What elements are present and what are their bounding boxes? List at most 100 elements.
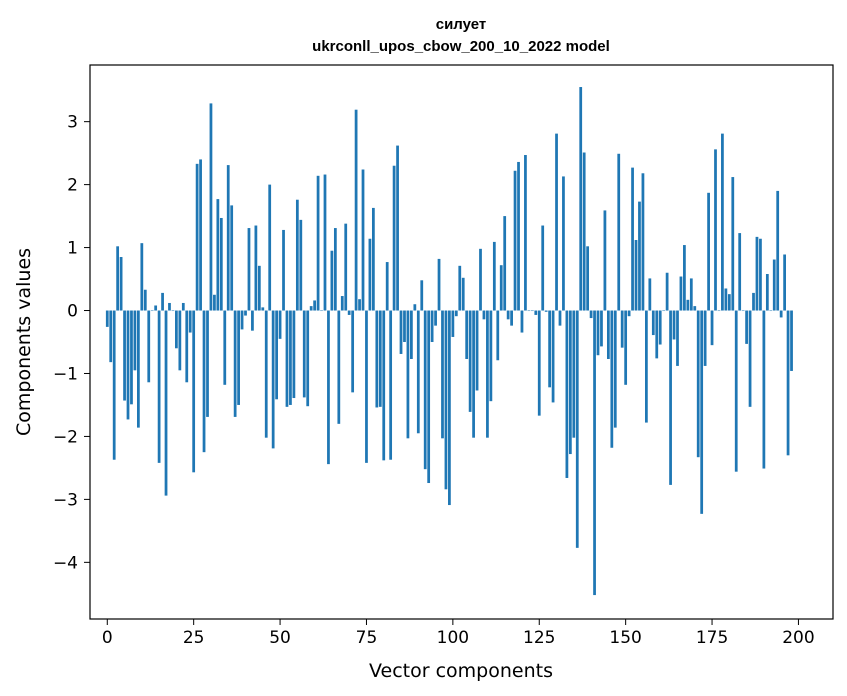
plot-frame bbox=[89, 64, 834, 620]
bar-64 bbox=[327, 310, 330, 465]
bar-21 bbox=[178, 310, 182, 371]
bar-187 bbox=[752, 292, 755, 311]
bar-63 bbox=[323, 174, 327, 311]
bar-175 bbox=[710, 310, 714, 346]
bar-50 bbox=[278, 310, 282, 339]
bar-151 bbox=[627, 310, 631, 317]
bar-149 bbox=[620, 310, 624, 348]
x-tick-label: 125 bbox=[523, 628, 555, 648]
bar-105 bbox=[468, 310, 472, 412]
bar-84 bbox=[396, 145, 399, 311]
bar-26 bbox=[195, 163, 199, 311]
bar-83 bbox=[392, 165, 396, 311]
bar-14 bbox=[154, 305, 158, 311]
y-tick-label: 0 bbox=[67, 302, 78, 322]
x-tick-label: 50 bbox=[269, 628, 291, 648]
bar-69 bbox=[344, 223, 348, 311]
bar-109 bbox=[482, 310, 486, 320]
bar-37 bbox=[233, 310, 237, 417]
bar-38 bbox=[237, 310, 240, 405]
bar-132 bbox=[562, 176, 565, 311]
y-tick-label: −2 bbox=[53, 427, 78, 447]
bar-30 bbox=[209, 103, 213, 311]
bar-35 bbox=[226, 165, 230, 311]
bar-39 bbox=[240, 310, 244, 330]
bar-145 bbox=[606, 310, 610, 359]
bar-52 bbox=[285, 310, 289, 407]
bar-46 bbox=[264, 310, 268, 438]
bar-128 bbox=[548, 310, 551, 388]
bar-56 bbox=[299, 219, 303, 311]
x-tick-label: 150 bbox=[609, 628, 641, 648]
bar-155 bbox=[641, 173, 645, 311]
bar-168 bbox=[686, 299, 690, 311]
bar-85 bbox=[399, 310, 403, 354]
bar-119 bbox=[517, 161, 520, 311]
bar-143 bbox=[600, 310, 603, 347]
bar-161 bbox=[662, 310, 666, 312]
bar-70 bbox=[347, 310, 351, 315]
bar-51 bbox=[282, 229, 285, 311]
bar-122 bbox=[527, 310, 531, 312]
bar-178 bbox=[721, 133, 724, 311]
bar-160 bbox=[658, 310, 662, 345]
bar-23 bbox=[185, 310, 189, 383]
bar-137 bbox=[579, 87, 583, 311]
bar-98 bbox=[444, 310, 448, 490]
bar-127 bbox=[544, 310, 548, 312]
bar-54 bbox=[292, 310, 296, 399]
bar-114 bbox=[499, 265, 503, 311]
bar-59 bbox=[309, 306, 313, 311]
bar-144 bbox=[603, 210, 607, 311]
bar-177 bbox=[717, 310, 721, 312]
bar-141 bbox=[593, 310, 596, 596]
bar-125 bbox=[537, 310, 541, 416]
bar-19 bbox=[171, 310, 175, 312]
bar-107 bbox=[475, 310, 479, 391]
y-tick-label: 1 bbox=[67, 239, 78, 259]
bar-106 bbox=[472, 310, 475, 438]
bar-49 bbox=[275, 310, 278, 400]
bar-173 bbox=[703, 310, 707, 366]
bar-121 bbox=[524, 155, 527, 311]
bar-18 bbox=[168, 302, 171, 311]
bar-75 bbox=[365, 310, 368, 463]
bar-1 bbox=[109, 310, 113, 363]
bar-81 bbox=[385, 262, 389, 311]
bar-196 bbox=[783, 254, 786, 311]
bar-180 bbox=[727, 294, 731, 311]
bar-24 bbox=[188, 310, 192, 333]
bar-15 bbox=[157, 310, 161, 463]
bar-9 bbox=[137, 310, 140, 428]
bar-170 bbox=[693, 306, 697, 311]
bar-71 bbox=[351, 310, 355, 393]
bar-139 bbox=[586, 246, 590, 311]
bar-131 bbox=[558, 310, 562, 326]
bar-8 bbox=[133, 310, 137, 371]
bar-135 bbox=[572, 310, 576, 438]
bar-67 bbox=[337, 310, 341, 424]
bar-134 bbox=[568, 310, 572, 455]
bar-185 bbox=[745, 310, 748, 344]
bar-100 bbox=[451, 310, 455, 337]
bar-112 bbox=[492, 241, 496, 311]
bar-188 bbox=[755, 236, 759, 311]
bar-43 bbox=[254, 225, 258, 311]
bar-142 bbox=[596, 310, 600, 356]
bar-153 bbox=[634, 240, 638, 311]
bar-152 bbox=[631, 167, 634, 311]
bar-102 bbox=[458, 265, 462, 311]
bar-184 bbox=[741, 310, 745, 312]
bar-154 bbox=[638, 201, 641, 311]
bar-133 bbox=[565, 310, 569, 478]
bar-5 bbox=[123, 310, 126, 401]
bar-179 bbox=[724, 288, 728, 311]
bar-169 bbox=[689, 278, 693, 311]
bar-103 bbox=[461, 277, 465, 311]
bar-76 bbox=[368, 238, 372, 311]
bar-118 bbox=[513, 170, 517, 311]
bar-36 bbox=[230, 205, 234, 311]
bar-192 bbox=[769, 310, 773, 312]
bar-88 bbox=[410, 310, 413, 359]
bar-16 bbox=[161, 292, 164, 311]
